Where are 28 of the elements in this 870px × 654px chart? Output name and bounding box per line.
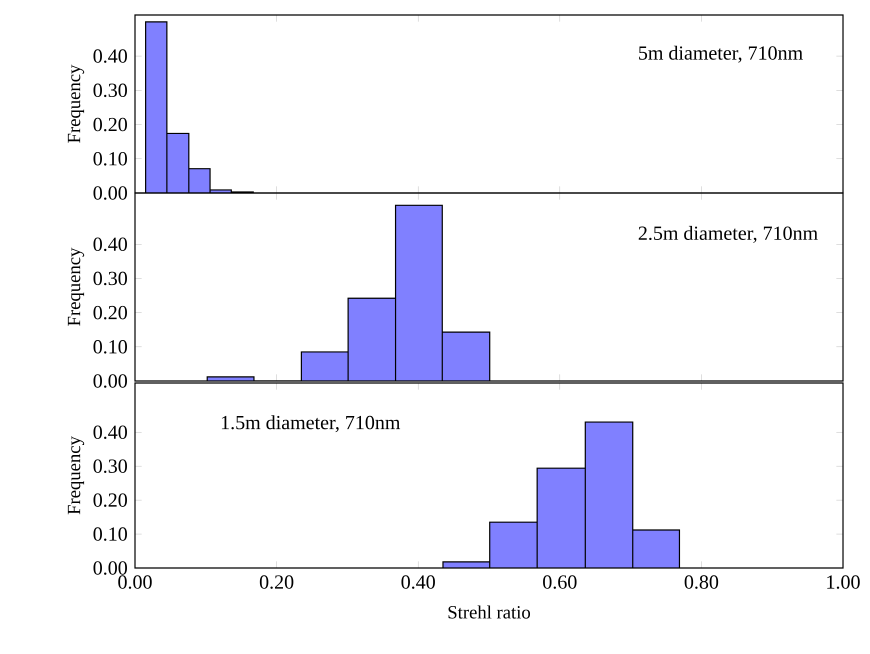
x-tick-label: 0.80 bbox=[684, 575, 718, 589]
annotation: 1.5m diameter, 710nm bbox=[222, 415, 400, 432]
y-tick-label: 0.40 bbox=[93, 237, 127, 252]
y-tick-label: 0.20 bbox=[93, 493, 127, 507]
annotation: 5m diameter, 710nm bbox=[639, 46, 803, 63]
x-tick-label: 0.60 bbox=[543, 575, 577, 589]
y-tick-label: 0.00 bbox=[93, 186, 127, 200]
y-tick-label: 0.30 bbox=[93, 272, 127, 286]
y-axis-title: Frequency bbox=[68, 64, 84, 143]
y-tick-label: 0.00 bbox=[93, 374, 127, 388]
y-tick-label: 0.10 bbox=[93, 527, 127, 541]
y-axis-title: Frequency bbox=[68, 248, 84, 326]
x-tick-label: 0.40 bbox=[401, 575, 435, 589]
x-axis-title: Strehl ratio bbox=[448, 605, 530, 619]
x-tick-label: 1.00 bbox=[827, 575, 860, 589]
y-tick-label: 0.30 bbox=[93, 459, 127, 473]
x-tick-label: 0.20 bbox=[260, 575, 294, 589]
y-tick-label: 0.30 bbox=[93, 84, 127, 98]
y-tick-label: 0.40 bbox=[93, 425, 127, 440]
y-tick-label: 0.10 bbox=[93, 340, 127, 354]
x-tick-label: 0.00 bbox=[118, 575, 152, 589]
annotation: 2.5m diameter, 710nm bbox=[638, 226, 818, 243]
y-tick-label: 0.20 bbox=[93, 306, 127, 320]
y-tick-label: 0.00 bbox=[93, 561, 127, 575]
y-tick-label: 0.20 bbox=[93, 118, 127, 132]
y-axis-title: Frequency bbox=[68, 436, 84, 514]
y-tick-label: 0.10 bbox=[93, 152, 127, 166]
y-tick-label: 0.40 bbox=[93, 49, 127, 63]
